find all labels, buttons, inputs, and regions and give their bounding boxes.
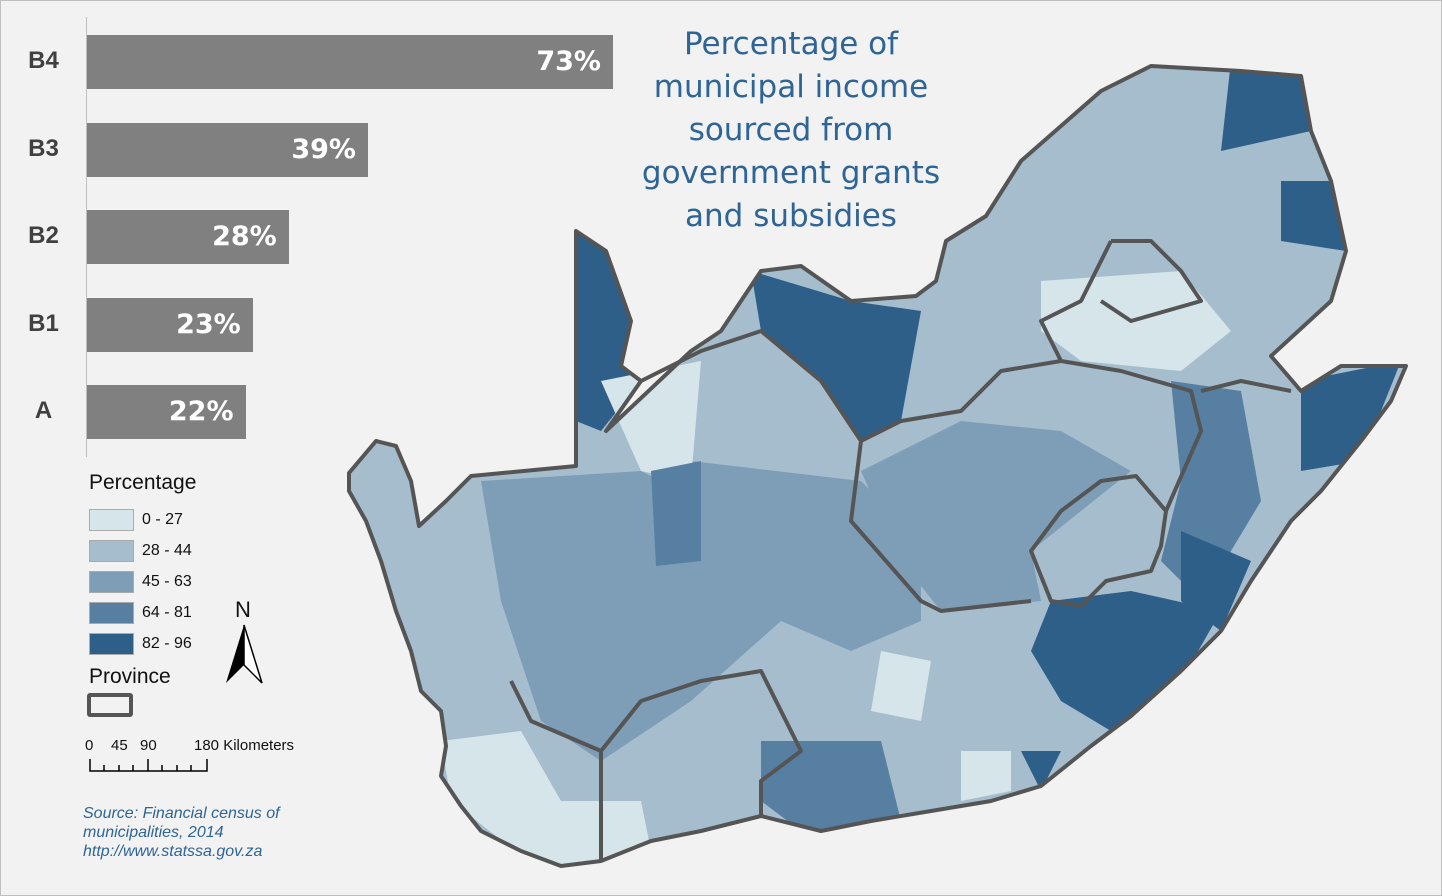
source-link[interactable]: http://www.statssa.gov.za	[83, 843, 263, 860]
region-light-north	[601, 361, 701, 481]
bar-category-label: B3	[28, 134, 59, 162]
legend-label: 64 - 81	[142, 604, 192, 621]
bar: 28%	[87, 210, 289, 264]
title-line: sourced from	[688, 112, 894, 148]
legend-label: 28 - 44	[142, 542, 192, 559]
legend-swatch	[89, 509, 134, 531]
bar-category-label: B1	[28, 309, 59, 337]
bar-category-label: A	[34, 397, 53, 424]
title-line: municipal income	[653, 69, 929, 105]
region-northwest-dark	[751, 271, 921, 441]
region-karoo	[691, 461, 921, 651]
border-gauteng-mpumalanga	[1099, 239, 1292, 393]
source-line: Source: Financial census of	[83, 805, 280, 822]
bar: 23%	[87, 297, 253, 352]
legend-label: 45 - 63	[142, 573, 192, 590]
title-line: Percentage of	[683, 26, 899, 62]
legend-province-label: Province	[89, 665, 171, 688]
bar-chart: B4 73% B3 39% B2 28% B1 23% A 22%	[1, 1, 641, 461]
bar: 73%	[87, 35, 613, 89]
source-line: municipalities, 2014	[83, 824, 224, 841]
bar: 22%	[87, 385, 246, 439]
source-note: Source: Financial census of municipaliti…	[83, 804, 280, 861]
bar-category-label: B2	[28, 222, 59, 249]
region-limpopo-ne	[1221, 66, 1321, 151]
legend-swatch	[89, 602, 134, 624]
province-borders	[347, 64, 1408, 868]
bar-value-label: 23%	[176, 308, 241, 340]
legend-swatch	[89, 571, 134, 593]
region-mid	[651, 461, 701, 566]
map-title: Percentage of municipal income sourced f…	[621, 23, 961, 238]
bar-value-label: 28%	[212, 221, 277, 252]
bar-value-label: 73%	[536, 46, 601, 77]
region-ec-south	[761, 741, 901, 831]
region-kzn-north	[1301, 361, 1401, 471]
region-ec-coast	[961, 751, 1011, 801]
region-ec-coast-dark	[1021, 751, 1061, 791]
legend-swatch	[89, 633, 134, 655]
scale-label: 0	[85, 737, 94, 754]
bar-value-label: 22%	[168, 396, 234, 427]
north-arrow-icon	[226, 624, 263, 684]
title-line: government grants	[641, 155, 941, 191]
bar-category-label: B4	[28, 47, 59, 74]
region-free-state	[861, 421, 1131, 611]
border-western-cape	[509, 669, 803, 861]
bar-axis-line	[86, 17, 87, 457]
region-ec-light	[871, 651, 931, 721]
scale-label: 45	[111, 737, 128, 754]
legend-label: 82 - 96	[142, 635, 192, 652]
legend: Percentage 0 - 27 28 - 44 45 - 63 64 - 81 82…	[87, 471, 263, 717]
region-western-cape-light	[441, 731, 651, 866]
legend-swatch	[89, 540, 134, 562]
north-label: N	[235, 597, 251, 622]
bar: 39%	[87, 122, 368, 177]
border-northern-cape	[574, 329, 1032, 613]
scale-label: 180 Kilometers	[194, 737, 295, 754]
scale-label: 90	[140, 737, 157, 754]
title-line: and subsidies	[685, 198, 897, 234]
legend-label: 0 - 27	[142, 511, 183, 528]
legend-province-swatch	[87, 693, 133, 717]
scale-ruler	[89, 759, 208, 772]
region-eastern-cape-ne	[1031, 591, 1221, 731]
bar-value-label: 39%	[291, 133, 356, 165]
legend-title: Percentage	[89, 471, 197, 494]
border-free-state-northwest	[900, 240, 1203, 512]
